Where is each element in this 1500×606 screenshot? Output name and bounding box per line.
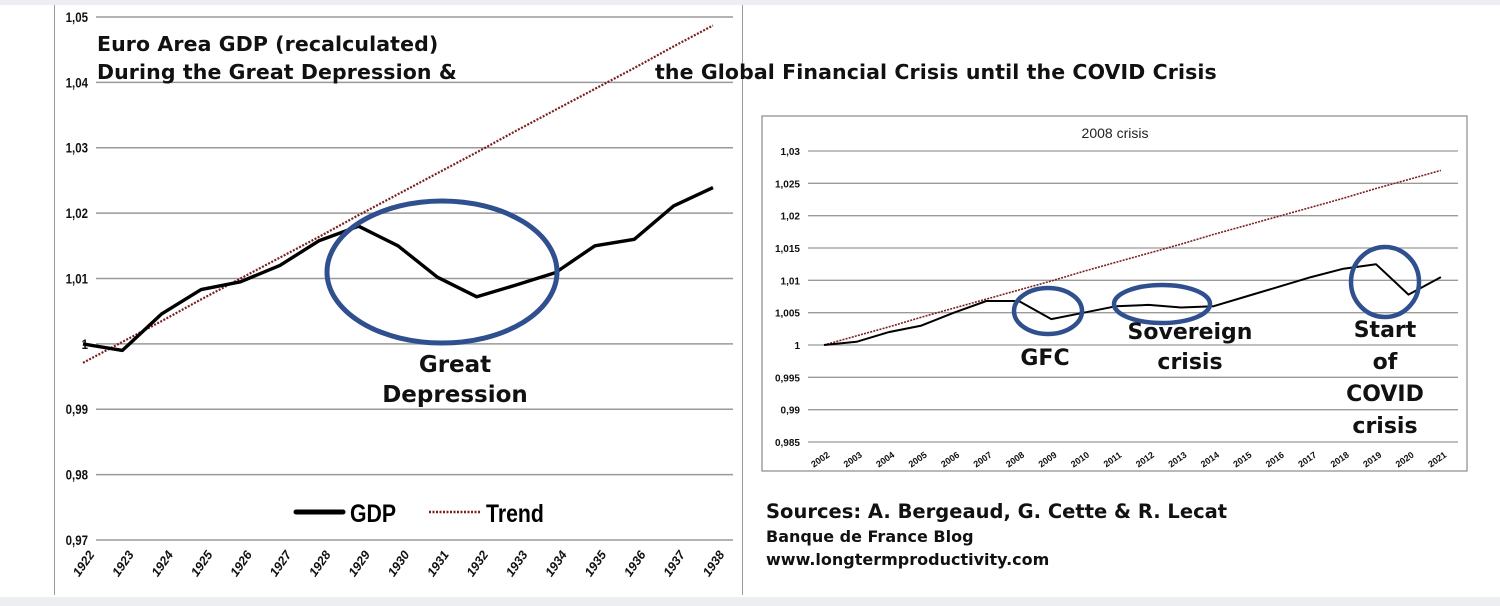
sovereign-crisis-label: Sovereign crisis	[1095, 318, 1285, 378]
legend-trend-label: Trend	[486, 499, 544, 527]
y-tick-label: 1,04	[66, 74, 89, 90]
x-tick-label: 1931	[424, 548, 451, 579]
gfc-label: GFC	[1020, 346, 1070, 371]
x-tick-label: 1924	[149, 548, 176, 579]
sources-website[interactable]: www.longtermproductivity.com	[766, 550, 1050, 569]
covid-crisis-label: Start of COVID crisis	[1320, 315, 1450, 443]
y-tick-label: 0,97	[66, 532, 88, 548]
x-tick-label: 1932	[464, 548, 491, 579]
right-trend-line	[823, 169, 1442, 346]
y-tick-label: 1,02	[66, 205, 88, 221]
gfc-ellipse	[1011, 285, 1085, 337]
y-tick-label: 1,01	[781, 276, 801, 287]
x-tick-label: 1927	[267, 547, 295, 579]
y-tick-label: 1	[794, 341, 800, 352]
covid-label-line1: Start	[1353, 318, 1417, 343]
x-tick-label: 1934	[543, 548, 570, 579]
title-line-1: Euro Area GDP (recalculated)	[97, 32, 439, 56]
left-gdp-line	[82, 186, 714, 353]
left-chart-legend: GDP Trend	[293, 499, 544, 527]
sovereign-crisis-label-line2: crisis	[1157, 350, 1223, 375]
covid-label-line3: COVID	[1346, 382, 1424, 407]
covid-label-line2: of	[1372, 350, 1398, 375]
great-depression-ellipse	[324, 198, 560, 346]
y-tick-label: 1,01	[66, 270, 88, 286]
sources-blog: Banque de France Blog	[766, 527, 974, 546]
right-chart-gridlines	[808, 150, 1458, 443]
y-tick-label: 0,99	[781, 406, 801, 417]
legend-gdp-label: GDP	[350, 499, 396, 527]
y-tick-label: 0,995	[775, 373, 800, 384]
title-line-2-left: During the Great Depression &	[97, 60, 457, 84]
right-chart-title: 2008 crisis	[1082, 125, 1149, 141]
x-tick-label: 1937	[661, 547, 689, 579]
sovereign-crisis-label-line1: Sovereign	[1127, 320, 1253, 345]
y-tick-label: 1,03	[66, 140, 88, 156]
covid-label-line4: crisis	[1352, 414, 1418, 439]
x-tick-label: 1926	[228, 547, 256, 579]
y-tick-label: 1,015	[775, 244, 800, 255]
x-tick-label: 1936	[621, 547, 649, 579]
sources-authors: Sources: A. Bergeaud, G. Cette & R. Leca…	[766, 500, 1228, 523]
left-chart-frame	[54, 5, 743, 595]
great-depression-label-line2: Depression	[382, 382, 528, 408]
covid-crisis-ellipse	[1348, 244, 1422, 320]
x-tick-label: 1922	[70, 548, 97, 579]
left-chart-x-axis: 1922 1923 1924 1925 1926 1927 1928 1929 1930 1931…	[70, 547, 727, 579]
y-tick-label: 1,03	[781, 147, 801, 158]
y-tick-label: 1,005	[775, 309, 800, 320]
y-tick-label: 1,025	[775, 179, 800, 190]
x-tick-label: 1928	[306, 548, 333, 579]
title-line-2-right: the Global Financial Crisis until the CO…	[655, 60, 1217, 84]
y-tick-label: 0,99	[66, 401, 88, 417]
right-chart-frame	[761, 115, 1468, 472]
x-tick-label: 1938	[700, 548, 727, 579]
great-depression-label-line1: Great	[418, 352, 492, 378]
x-tick-label: 1925	[188, 547, 216, 579]
y-tick-label: 1,05	[66, 9, 88, 25]
x-tick-label: 1930	[385, 548, 412, 579]
x-tick-label: 1935	[582, 547, 610, 579]
left-trend-line	[82, 24, 714, 364]
x-tick-label: 1929	[346, 548, 373, 579]
left-chart-gridlines	[96, 16, 733, 541]
y-tick-label: 0,98	[66, 467, 88, 483]
great-depression-label: Great Depression	[350, 350, 560, 410]
right-gdp-line	[823, 263, 1442, 346]
x-tick-label: 1923	[109, 548, 136, 579]
x-tick-label: 1933	[503, 548, 530, 579]
right-chart-y-axis: 1,03 1,025 1,02 1,015 1,01 1,005 1 0,995 0,99 0,9…	[775, 147, 800, 449]
y-tick-label: 0,985	[775, 438, 800, 449]
y-tick-label: 1,02	[781, 212, 801, 223]
sovereign-crisis-ellipse	[1111, 282, 1213, 326]
